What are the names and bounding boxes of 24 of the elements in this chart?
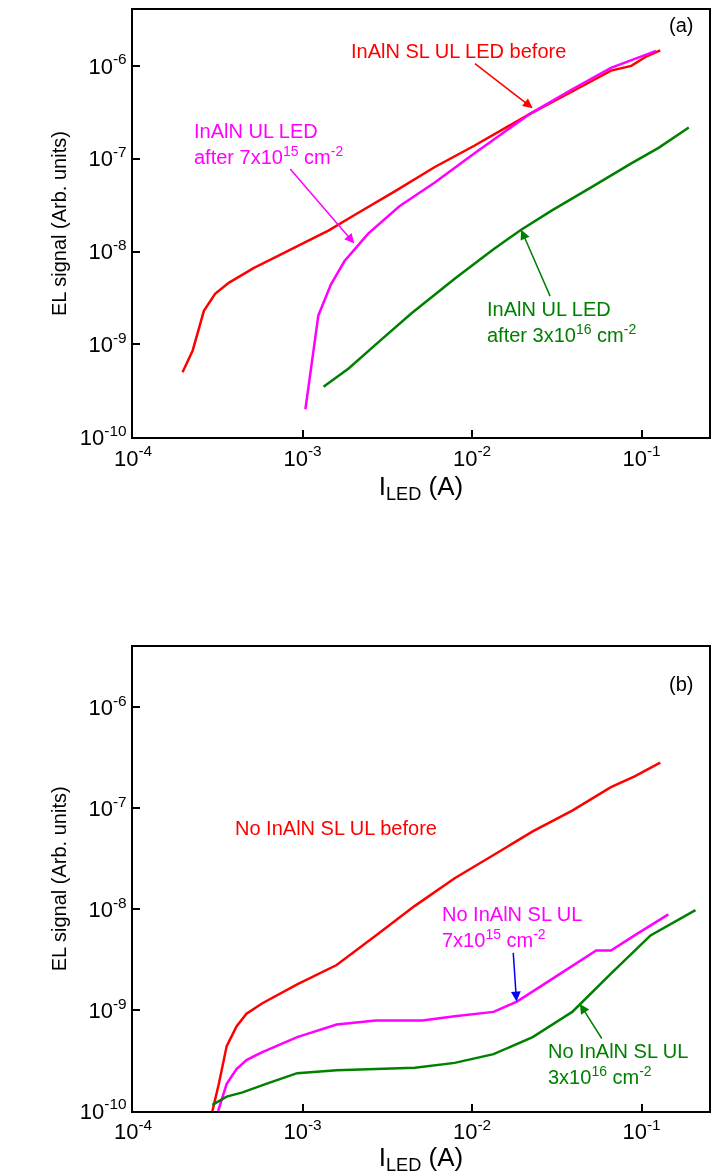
y-tick-label: 10$^{-7}$ [88, 792, 127, 822]
x-tick-label: 10$^{-1}$ [622, 442, 661, 471]
annotation: (a) [669, 14, 694, 36]
x-tick-label: 10$^{-2}$ [452, 442, 492, 471]
annotation: InAlN UL LED after 3x10$^{16}$ cm$^{-2}$ [487, 298, 637, 346]
y-tick-label: 10$^{-6}$ [88, 50, 127, 79]
annotation: No InAlN SL UL 7x10$^{15}$ cm$^{-2}$ [442, 903, 583, 951]
y-axis-title: EL signal (Arb. units) [47, 131, 70, 317]
y-tick-label: 10$^{-9}$ [88, 994, 127, 1023]
y-tick-label: 10$^{-8}$ [88, 236, 127, 265]
y-tick-label: 10$^{-6}$ [88, 691, 127, 721]
x-tick-label: 10$^{-3}$ [283, 1116, 322, 1145]
x-tick-label: 10$^{-3}$ [283, 442, 322, 471]
y-tick-label: 10$^{-8}$ [88, 893, 127, 922]
y-axis-title: EL signal (Arb. units) [47, 786, 70, 972]
annotation: (b) [669, 673, 694, 695]
annotation: No InAlN SL UL 3x10$^{16}$ cm$^{-2}$ [548, 1040, 689, 1088]
x-tick-label: 10$^{-1}$ [622, 1116, 661, 1145]
annotation: InAlN UL LED after 7x10$^{15}$ cm$^{-2}$ [194, 120, 344, 168]
y-tick-label: 10$^{-7}$ [88, 143, 127, 172]
annotation: InAlN SL UL LED before [351, 40, 567, 62]
annotation: No InAlN SL UL before [235, 817, 437, 839]
x-axis-title: I$_{LED}$ (A) [378, 470, 464, 505]
y-tick-label: 10$^{-9}$ [88, 328, 127, 358]
